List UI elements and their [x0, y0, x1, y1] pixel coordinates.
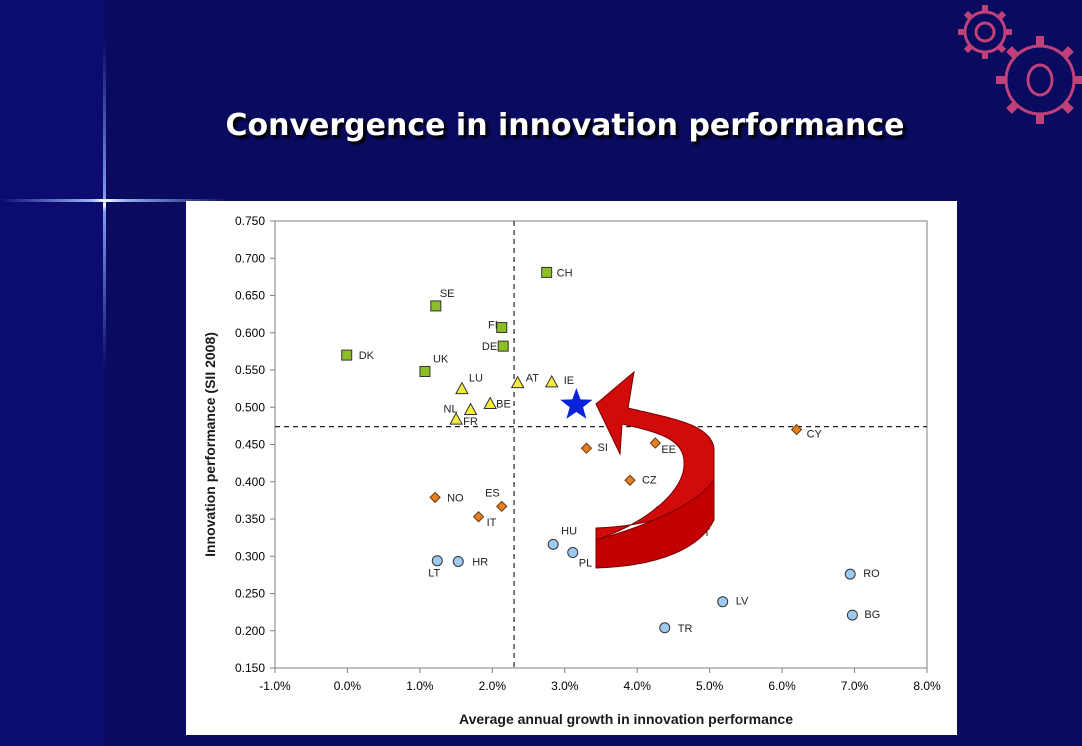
gears-icon	[958, 5, 1082, 124]
light-flare-vertical	[103, 40, 106, 370]
light-flare-horizontal	[0, 199, 230, 202]
chart-panel	[186, 201, 957, 735]
left-accent-strip	[0, 0, 104, 746]
slide-title: Convergence in innovation performance	[225, 108, 905, 143]
